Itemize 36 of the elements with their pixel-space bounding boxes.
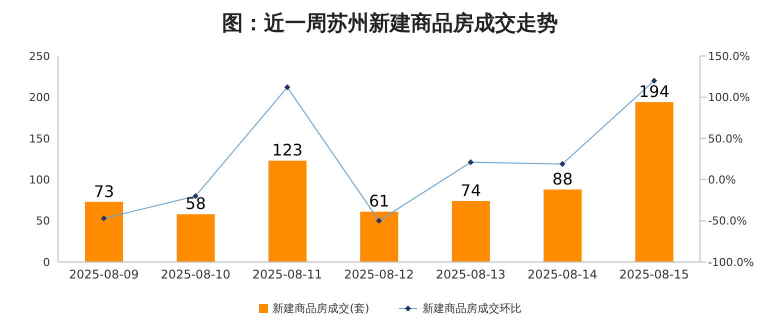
x-tick-label: 2025-08-12: [344, 268, 414, 282]
x-tick-label: 2025-08-13: [436, 268, 506, 282]
y2-tick-label: 150.0%: [708, 50, 750, 63]
data-label: 123: [272, 140, 303, 160]
y2-tick-label: 0.0%: [708, 174, 736, 187]
y-tick-label: 100: [29, 174, 50, 187]
y2-tick-label: 50.0%: [708, 132, 743, 146]
data-label: 61: [368, 192, 390, 211]
y-tick-label: 200: [29, 91, 50, 104]
data-label: 73: [94, 182, 114, 201]
y-tick-label: 0: [43, 256, 50, 269]
x-tick-label: 2025-08-15: [619, 268, 690, 282]
y-tick-label: 150: [29, 132, 50, 146]
y-tick-label: 250: [29, 50, 50, 63]
bar: [85, 202, 123, 262]
y-tick-label: 50: [36, 214, 50, 228]
y2-tick-label: 100.0%: [708, 91, 750, 104]
x-tick-label: 2025-08-09: [68, 268, 139, 282]
y2-tick-label: -100.0%: [708, 256, 754, 269]
bar: [360, 212, 398, 262]
data-label: 74: [460, 181, 482, 200]
x-tick-label: 2025-08-10: [160, 268, 230, 282]
data-label: 194: [639, 82, 670, 102]
y2-tick-label: -50.0%: [708, 214, 747, 228]
legend-label: 新建商品房成交环比: [421, 300, 522, 316]
data-label: 58: [186, 194, 206, 214]
data-label: 88: [552, 169, 573, 188]
x-tick-label: 2025-08-11: [252, 268, 322, 282]
bar: [635, 102, 674, 262]
legend-label: 新建商品房成交(套): [272, 300, 370, 316]
bar: [452, 201, 490, 262]
bar: [544, 189, 582, 262]
x-tick-label: 2025-08-14: [528, 268, 598, 282]
bar: [268, 160, 306, 262]
bar: [176, 214, 215, 262]
chart-title: 图：近一周苏州新建商品房成交走势: [221, 10, 559, 37]
